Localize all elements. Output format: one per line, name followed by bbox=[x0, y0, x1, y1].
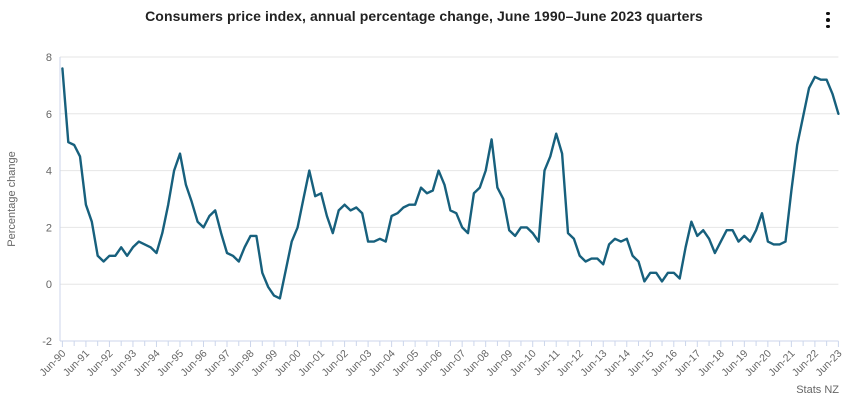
chart-title: Consumers price index, annual percentage… bbox=[145, 8, 703, 24]
y-axis-label: -2 bbox=[42, 336, 52, 348]
x-axis-label: Jun-23 bbox=[813, 348, 844, 379]
y-axis-label: 8 bbox=[46, 52, 52, 64]
y-axis-label: 6 bbox=[46, 109, 52, 121]
y-axis-title: Percentage change bbox=[6, 151, 18, 246]
y-axis-label: 0 bbox=[46, 279, 52, 291]
kebab-menu-icon bbox=[826, 11, 830, 29]
series-line-cpi[interactable] bbox=[61, 67, 840, 300]
y-axis-label: 4 bbox=[46, 166, 52, 178]
credits-link[interactable]: Stats NZ bbox=[796, 384, 839, 396]
context-menu-button[interactable] bbox=[816, 6, 840, 34]
y-axis-label: 2 bbox=[46, 222, 52, 234]
x-axis-label: Jun-10 bbox=[508, 348, 539, 379]
